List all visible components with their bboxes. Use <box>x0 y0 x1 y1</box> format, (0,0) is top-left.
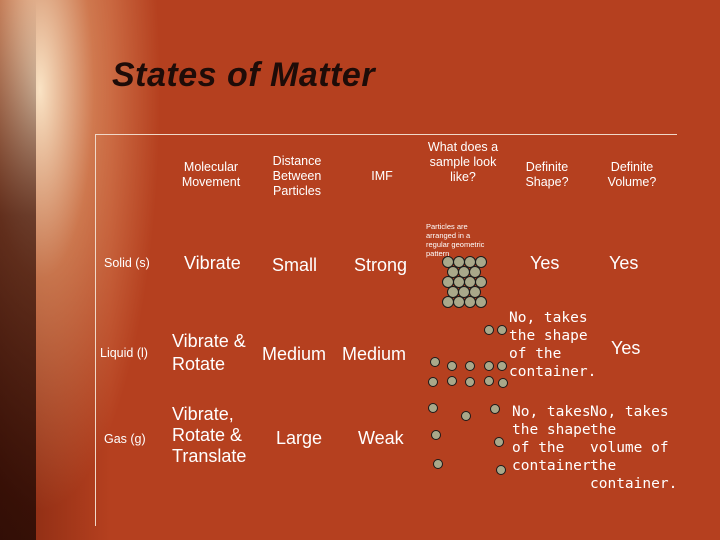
particle <box>447 376 457 386</box>
particle <box>428 377 438 387</box>
header-molecular-movement: Molecular Movement <box>181 160 241 189</box>
particle <box>494 437 504 447</box>
particle <box>433 459 443 469</box>
solid-distance: Small <box>272 255 318 275</box>
gas-movement: Vibrate, Rotate & Translate <box>172 404 247 466</box>
liquid-movement: Vibrate & Rotate <box>172 331 246 374</box>
header-definite-volume: Definite Volume? <box>607 160 657 189</box>
solid-volume: Yes <box>609 253 639 273</box>
particle <box>430 357 440 367</box>
particle <box>469 266 481 278</box>
solid-imf: Strong <box>354 255 408 275</box>
particle <box>431 430 441 440</box>
gas-volume: No, takes the volume of the container. <box>590 404 678 492</box>
row-label-liquid: Liquid (l) <box>100 346 148 360</box>
particle <box>475 296 487 308</box>
particle <box>428 403 438 413</box>
row-label-solid: Solid (s) <box>104 256 150 270</box>
slide-title: States of Matter <box>112 56 376 94</box>
particle <box>484 361 494 371</box>
particle <box>475 256 487 268</box>
particle <box>484 325 494 335</box>
header-imf: IMF <box>371 169 393 183</box>
solid-shape: Yes <box>530 253 560 273</box>
particle <box>484 376 494 386</box>
header-definite-shape: Definite Shape? <box>525 160 569 189</box>
particle <box>447 361 457 371</box>
particle <box>497 325 507 335</box>
background-shadow <box>0 0 36 540</box>
solid-movement: Vibrate <box>184 253 241 273</box>
gas-shape: No, takes the shape of the container. <box>512 404 600 474</box>
particle <box>465 377 475 387</box>
solid-arrangement-note: Particles are arranged in a regular geom… <box>426 222 485 258</box>
header-look-like: What does a sample look like? <box>427 140 499 184</box>
header-distance: Distance Between Particles <box>272 154 322 198</box>
gas-distance: Large <box>276 428 323 448</box>
table-left-border <box>95 134 96 526</box>
particle <box>498 378 508 388</box>
liquid-distance: Medium <box>262 344 327 364</box>
gas-imf: Weak <box>358 428 404 448</box>
particle <box>469 286 481 298</box>
row-label-gas: Gas (g) <box>104 432 146 446</box>
particle <box>490 404 500 414</box>
particle <box>475 276 487 288</box>
liquid-imf: Medium <box>342 344 407 364</box>
liquid-volume: Yes <box>611 338 641 358</box>
table-top-border <box>95 134 677 135</box>
particle <box>497 361 507 371</box>
particle <box>465 361 475 371</box>
particle <box>461 411 471 421</box>
liquid-shape: No, takes the shape of the container. <box>509 310 597 380</box>
particle <box>496 465 506 475</box>
